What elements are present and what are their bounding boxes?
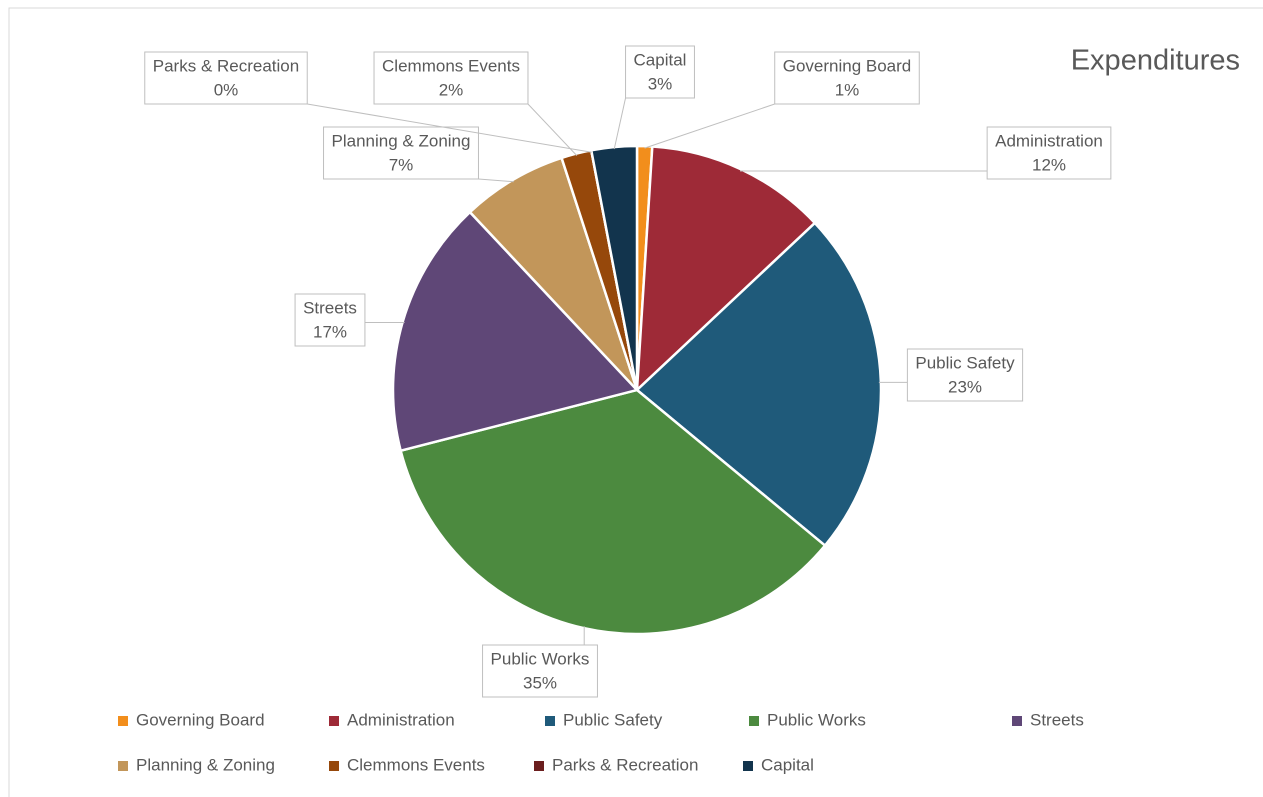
legend-swatch <box>534 761 544 771</box>
legend-label: Public Works <box>767 710 866 729</box>
leader-line <box>307 103 592 153</box>
data-label-value: 0% <box>214 80 239 99</box>
data-label: Governing Board 1% <box>644 51 920 149</box>
data-label: Streets 17% <box>294 293 405 347</box>
legend-label: Administration <box>347 710 455 729</box>
data-label-box <box>294 293 366 347</box>
data-label-box <box>625 45 695 99</box>
data-label-category: Administration <box>995 131 1103 150</box>
data-label-box <box>144 51 308 105</box>
data-label-value: 35% <box>523 673 557 692</box>
chart-title: Expenditures <box>1071 45 1240 77</box>
data-label: Capital 3% <box>613 45 695 150</box>
slices <box>391 144 883 636</box>
leader-line <box>613 97 627 150</box>
data-label: Clemmons Events 2% <box>373 51 578 156</box>
data-label-category: Streets <box>303 298 357 317</box>
data-label: Administration 12% <box>740 126 1112 180</box>
legend-label: Streets <box>1030 710 1084 729</box>
data-label-value: 23% <box>948 377 982 396</box>
legend-label: Capital <box>761 755 814 774</box>
data-label-value: 17% <box>313 322 347 341</box>
data-label-value: 7% <box>389 155 414 174</box>
legend-label: Clemmons Events <box>347 755 485 774</box>
data-label: Parks & Recreation 0% <box>144 51 592 153</box>
legend-swatch <box>329 716 339 726</box>
data-label-category: Parks & Recreation <box>153 56 299 75</box>
pie-slice <box>468 156 639 391</box>
data-label-box <box>906 348 1024 402</box>
data-label-box <box>323 126 479 180</box>
legend-swatch <box>743 761 753 771</box>
data-label-category: Planning & Zoning <box>332 131 471 150</box>
data-label: Planning & Zoning 7% <box>323 126 514 183</box>
legend-swatch <box>329 761 339 771</box>
data-label-category: Public Safety <box>915 353 1015 372</box>
data-label-box <box>373 51 529 105</box>
data-label-value: 3% <box>648 74 673 93</box>
legend-swatch <box>545 716 555 726</box>
legend-label: Governing Board <box>136 710 265 729</box>
data-label: Public Safety 23% <box>878 348 1024 402</box>
legend-label: Planning & Zoning <box>136 755 275 774</box>
leader-line <box>527 103 578 156</box>
leader-line <box>478 178 514 183</box>
data-label-category: Governing Board <box>783 56 912 75</box>
data-label-category: Capital <box>634 50 687 69</box>
legend-label: Parks & Recreation <box>552 755 698 774</box>
legend-swatch <box>1012 716 1022 726</box>
legend-swatch <box>118 761 128 771</box>
legend-swatch <box>749 716 759 726</box>
data-label-category: Public Works <box>491 649 590 668</box>
pie-slice <box>635 145 817 394</box>
data-label-box <box>986 126 1112 180</box>
legend-swatch <box>118 716 128 726</box>
data-label-box <box>774 51 920 105</box>
data-label-category: Clemmons Events <box>382 56 520 75</box>
leader-line <box>644 103 775 149</box>
pie-slice <box>589 144 639 391</box>
data-label-value: 12% <box>1032 155 1066 174</box>
data-label: Public Works 35% <box>482 626 598 698</box>
data-label-value: 1% <box>835 80 860 99</box>
legend-label: Public Safety <box>563 710 663 729</box>
data-label-value: 2% <box>439 80 464 99</box>
data-label-box <box>482 644 598 698</box>
pie-slice <box>391 210 640 453</box>
